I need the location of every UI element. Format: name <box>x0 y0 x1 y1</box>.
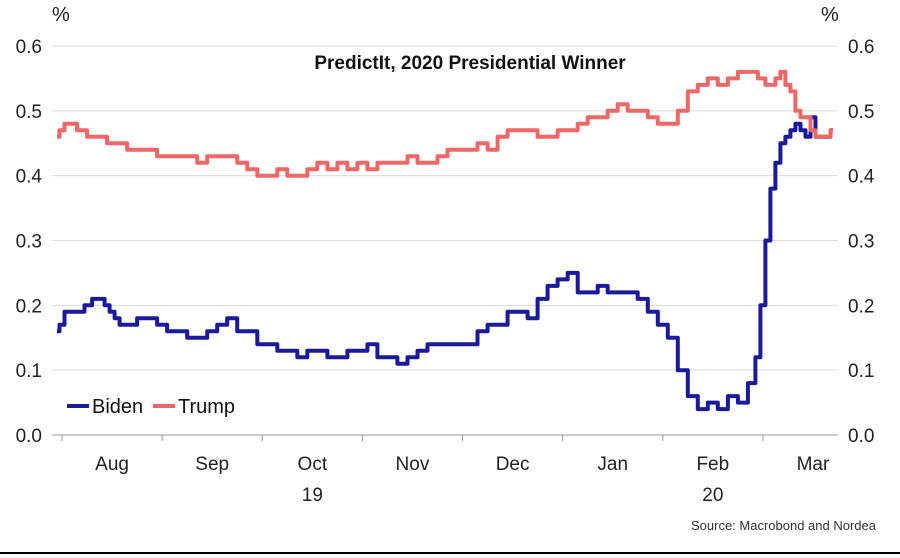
series-line-trump <box>57 69 833 178</box>
legend-label-trump: Trump <box>178 396 235 418</box>
y-tick-label-left: 0.2 <box>16 296 42 317</box>
x-tick-label: Oct <box>298 454 328 475</box>
x-axis-year-labels: 19 20 <box>302 485 724 506</box>
y-tick-label-left: 0.3 <box>16 232 42 253</box>
x-axis-ticks: Aug Sep Oct Nov Dec Jan Feb Mar <box>61 435 830 475</box>
source-note: Source: Macrobond and Nordea <box>691 518 877 533</box>
y-axis-left-ticks: 0.0 0.1 0.2 0.3 0.4 0.5 0.6 <box>16 37 43 447</box>
x-tick-label: Jan <box>597 454 628 475</box>
y-tick-label-left: 0.6 <box>16 37 42 58</box>
x-tick-label: Dec <box>496 454 530 475</box>
x-tick-label: Nov <box>396 454 430 475</box>
legend: Biden Trump <box>67 396 235 418</box>
y-tick-label-right: 0.4 <box>848 167 875 188</box>
y-axis-left-unit: % <box>52 4 70 26</box>
y-tick-label-left: 0.5 <box>16 102 42 123</box>
x-tick-label: Feb <box>696 454 729 475</box>
series-line-biden <box>57 115 833 412</box>
y-tick-label-right: 0.2 <box>848 296 874 317</box>
y-tick-label-right: 0.1 <box>848 361 874 382</box>
x-year-label: 19 <box>302 485 323 506</box>
x-year-label: 20 <box>702 485 723 506</box>
x-tick-label: Mar <box>797 454 830 475</box>
series-lines <box>57 69 833 412</box>
y-tick-label-right: 0.0 <box>848 426 874 447</box>
y-tick-label-left: 0.1 <box>16 361 42 382</box>
y-tick-label-right: 0.5 <box>848 102 874 123</box>
y-axis-right-ticks: 0.0 0.1 0.2 0.3 0.4 0.5 0.6 <box>848 37 875 447</box>
y-tick-label-left: 0.0 <box>16 426 42 447</box>
y-tick-label-right: 0.3 <box>848 232 874 253</box>
y-tick-label-right: 0.6 <box>848 37 874 58</box>
x-tick-label: Sep <box>195 454 229 475</box>
chart-title: PredictIt, 2020 Presidential Winner <box>314 53 626 74</box>
y-tick-label-left: 0.4 <box>16 167 43 188</box>
legend-label-biden: Biden <box>92 396 143 418</box>
y-axis-right-unit: % <box>821 4 839 26</box>
x-tick-label: Aug <box>95 454 129 475</box>
gridlines <box>52 45 838 371</box>
